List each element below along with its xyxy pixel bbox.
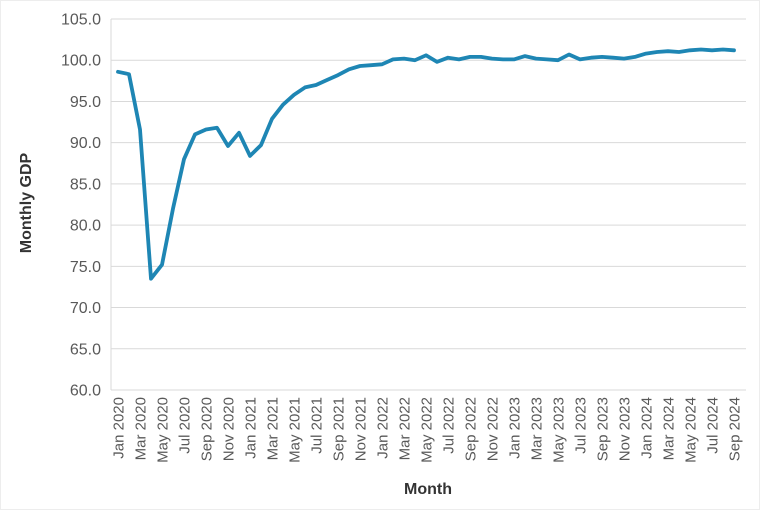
x-tick-label: Mar 2021	[265, 397, 282, 460]
y-tick-label: 60.0	[70, 383, 101, 400]
x-tick-labels: Jan 2020 Mar 2020 May 2020 Jul 2020 Sep 2020…	[111, 397, 744, 463]
x-tick-label: Sep 2023	[595, 397, 612, 461]
y-tick-label: 75.0	[70, 259, 101, 276]
y-tick-label: 90.0	[70, 135, 101, 152]
y-tick-label: 85.0	[70, 176, 101, 193]
x-tick-label: Nov 2020	[221, 397, 238, 461]
x-tick-label: Mar 2022	[397, 397, 414, 460]
x-axis-title: Month	[404, 481, 452, 498]
x-tick-label: Sep 2021	[331, 397, 348, 461]
y-tick-label: 80.0	[70, 218, 101, 235]
y-tick-label: 100.0	[61, 53, 101, 70]
x-tick-label: Jul 2022	[441, 397, 458, 454]
x-tick-label: Mar 2020	[133, 397, 150, 460]
x-tick-label: Mar 2024	[661, 397, 678, 460]
gdp-line	[116, 47, 736, 281]
x-tick-label: Jan 2022	[375, 397, 392, 459]
y-axis-title: Monthly GDP	[18, 152, 35, 253]
x-tick-label: Jan 2021	[243, 397, 260, 459]
x-tick-label: Jan 2023	[507, 397, 524, 459]
x-tick-label: Sep 2020	[199, 397, 216, 461]
x-tick-label: Jul 2023	[573, 397, 590, 454]
x-tick-label: Nov 2021	[353, 397, 370, 461]
x-tick-label: Sep 2022	[463, 397, 480, 461]
x-tick-label: May 2022	[419, 397, 436, 463]
x-tick-label: Jan 2020	[111, 397, 128, 459]
y-tick-label: 95.0	[70, 94, 101, 111]
x-tick-label: Jan 2024	[639, 397, 656, 459]
y-tick-label: 65.0	[70, 341, 101, 358]
x-tick-label: Sep 2024	[727, 397, 744, 461]
x-tick-label: Jul 2020	[177, 397, 194, 454]
x-tick-label: Jul 2021	[309, 397, 326, 454]
x-tick-label: May 2021	[287, 397, 304, 463]
x-tick-label: Nov 2022	[485, 397, 502, 461]
x-tick-label: Nov 2023	[617, 397, 634, 461]
x-tick-label: Mar 2023	[529, 397, 546, 460]
x-tick-label: May 2024	[683, 397, 700, 463]
y-tick-labels: 105.0 100.0 95.0 90.0 85.0 80.0 75.0 70.0 65.0 60…	[61, 12, 101, 400]
gdp-line-series	[116, 47, 736, 281]
y-tick-label: 105.0	[61, 12, 101, 29]
x-tick-label: Jul 2024	[705, 397, 722, 454]
x-tick-label: May 2020	[155, 397, 172, 463]
y-tick-label: 70.0	[70, 300, 101, 317]
x-tick-label: May 2023	[551, 397, 568, 463]
y-gridlines	[111, 18, 746, 391]
